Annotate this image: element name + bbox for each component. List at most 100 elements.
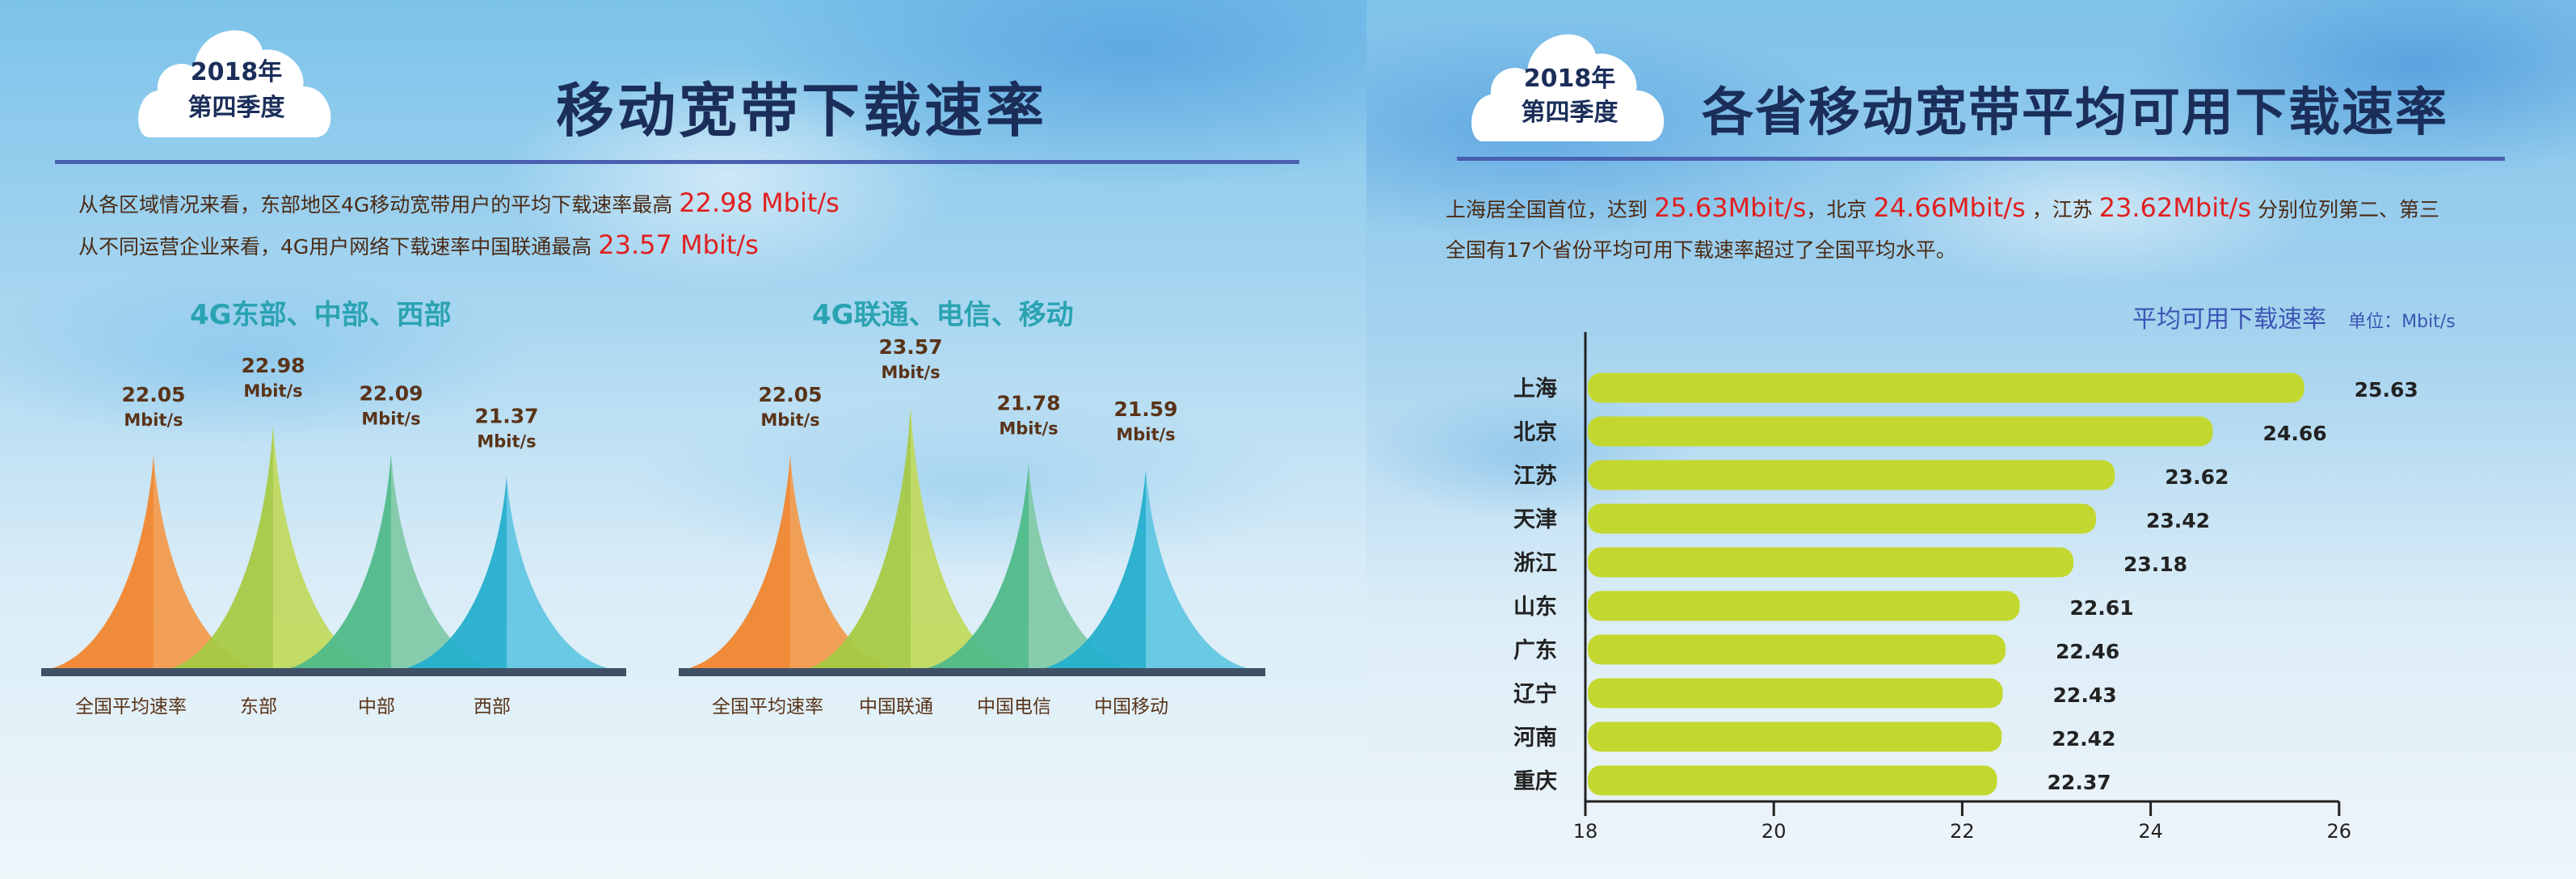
bar <box>1588 591 2020 621</box>
peak-right-half <box>911 407 1012 668</box>
x-tick-label: 18 <box>1573 820 1598 843</box>
peak-right-half <box>273 426 374 668</box>
x-tick-label: 24 <box>2138 820 2163 843</box>
peak-charts: 22.05 Mbit/s 全国平均速率 22.98 Mbit/s 东部 22.09 Mbit/… <box>41 335 1265 717</box>
peak-value-label: 23.57 <box>878 335 942 359</box>
bar <box>1588 547 2073 578</box>
peak-left-half <box>928 463 1029 668</box>
x-tick-label: 20 <box>1762 820 1787 843</box>
text-segment: 从各区域情况来看，东部地区4G移动宽带用户的平均下载速率最高 <box>78 193 680 217</box>
highlight-value: 23.57 Mbit/s <box>598 229 759 260</box>
bar-value-label: 22.46 <box>2056 640 2119 663</box>
chart-header: 平均可用下载速率 单位：Mbit/s <box>2132 299 2456 334</box>
peak-right-half <box>1146 469 1247 668</box>
text-segment: ，江苏 <box>2025 198 2099 221</box>
bar-value-label: 23.42 <box>2146 509 2210 532</box>
cloud-badge: 2018年 第四季度 <box>1467 26 1673 143</box>
summary-line-1: 从各区域情况来看，东部地区4G移动宽带用户的平均下载速率最高 22.98 Mbi… <box>78 187 840 218</box>
category-label: 中部 <box>358 696 395 717</box>
peak-value-label: 22.98 <box>241 354 305 377</box>
category-label: 江苏 <box>1513 464 1557 489</box>
peak-left-half <box>290 453 391 668</box>
peak-left-half <box>689 455 790 668</box>
summary-line-2: 全国有17个省份平均可用下载速率超过了全国平均水平。 <box>1446 234 1956 263</box>
text-segment: 分别位列第二、第三 <box>2251 198 2440 221</box>
peak-left-half <box>406 476 507 668</box>
cloud-badge: 2018年 第四季度 <box>133 18 339 139</box>
badge-quarter: 第四季度 <box>187 94 285 122</box>
bar <box>1588 765 1997 796</box>
badge-year: 2018年 <box>1523 65 1616 93</box>
bar-value-label: 22.42 <box>2052 727 2115 751</box>
peak-left-half <box>53 455 154 668</box>
bar <box>1588 634 2006 665</box>
peak-value-label: 22.05 <box>121 383 185 406</box>
category-label: 重庆 <box>1513 768 1557 794</box>
bar-value-label: 23.18 <box>2124 553 2187 576</box>
highlight-value: 24.66Mbit/s <box>1873 192 2026 223</box>
peak-left-half <box>172 426 273 668</box>
chart-baseline <box>41 668 626 676</box>
category-label: 山东 <box>1513 594 1557 620</box>
peak-unit-label: Mbit/s <box>361 410 420 429</box>
category-label: 中国电信 <box>977 696 1051 717</box>
bar <box>1588 678 2003 709</box>
cloud-icon <box>1471 34 1665 141</box>
peak-unit-label: Mbit/s <box>1116 425 1175 444</box>
category-label: 河南 <box>1513 725 1557 751</box>
chart-title: 平均可用下载速率 <box>2132 305 2326 334</box>
peak-unit-label: Mbit/s <box>243 381 302 401</box>
right-panel: 2018年 第四季度 各省移动宽带平均可用下载速率 上海居全国首位，达到 25.… <box>1366 0 2576 879</box>
bar-value-label: 25.63 <box>2355 378 2418 402</box>
bar-value-label: 23.62 <box>2165 465 2229 489</box>
category-label: 东部 <box>240 696 277 717</box>
category-label: 辽宁 <box>1513 681 1557 707</box>
bar <box>1588 460 2115 490</box>
bar-value-label: 22.61 <box>2070 596 2134 620</box>
category-label: 北京 <box>1513 419 1557 445</box>
text-segment: 从不同运营企业来看，4G用户网络下载速率中国联通最高 <box>78 235 599 259</box>
highlight-value: 25.63Mbit/s <box>1653 192 1807 223</box>
summary-line-1: 上海居全国首位，达到 25.63Mbit/s，北京 24.66Mbit/s ，江… <box>1446 192 2439 223</box>
peak-right-half <box>790 455 891 668</box>
peak-unit-label: Mbit/s <box>881 363 940 382</box>
peak-unit-label: Mbit/s <box>124 410 183 430</box>
peak-right-half <box>507 476 608 668</box>
peak-chart-1: 22.05 Mbit/s 全国平均速率 22.98 Mbit/s 东部 22.09 Mbit/… <box>41 354 626 717</box>
category-label: 西部 <box>474 696 511 717</box>
chart1-title: 4G东部、中部、西部 <box>190 299 452 331</box>
bar-value-label: 24.66 <box>2263 422 2327 445</box>
badge-year: 2018年 <box>190 58 283 86</box>
highlight-value: 23.62Mbit/s <box>2098 192 2252 223</box>
peak-value-label: 22.09 <box>359 382 423 406</box>
peak-value-label: 21.78 <box>996 392 1060 415</box>
title-divider <box>1457 157 2505 161</box>
bar <box>1588 372 2305 403</box>
chart-baseline <box>679 668 1265 676</box>
chart-unit: 单位：Mbit/s <box>2348 312 2456 332</box>
category-label: 全国平均速率 <box>75 696 187 717</box>
chart2-title: 4G联通、电信、移动 <box>812 299 1074 331</box>
peak-left-half <box>810 407 911 668</box>
bar <box>1588 416 2213 447</box>
category-label: 中国移动 <box>1094 696 1168 717</box>
peak-unit-label: Mbit/s <box>760 410 819 430</box>
page-title: 各省移动宽带平均可用下载速率 <box>1702 83 2448 143</box>
category-label: 浙江 <box>1513 551 1557 576</box>
x-tick-label: 22 <box>1950 820 1975 843</box>
title-divider <box>55 160 1299 164</box>
bar-value-label: 22.37 <box>2048 771 2111 794</box>
badge-quarter: 第四季度 <box>1521 99 1618 127</box>
peak-unit-label: Mbit/s <box>477 432 536 452</box>
bar-value-label: 22.43 <box>2053 683 2117 707</box>
peak-value-label: 21.59 <box>1113 397 1177 421</box>
bar <box>1588 503 2096 534</box>
peak-chart-2: 22.05 Mbit/s 全国平均速率 23.57 Mbit/s 中国联通 21.78 Mbi… <box>679 335 1265 717</box>
province-bar-chart: 18 20 22 24 26 上海 25.63 北京 24.66 江苏 23.62 天津 23.42 浙江… <box>1513 332 2418 843</box>
page-title: 移动宽带下载速率 <box>556 77 1048 145</box>
peak-left-half <box>1045 469 1146 668</box>
text-segment: 上海居全国首位，达到 <box>1446 198 1654 221</box>
peak-value-label: 21.37 <box>474 405 538 428</box>
bar <box>1588 721 2002 752</box>
peak-right-half <box>154 455 255 668</box>
